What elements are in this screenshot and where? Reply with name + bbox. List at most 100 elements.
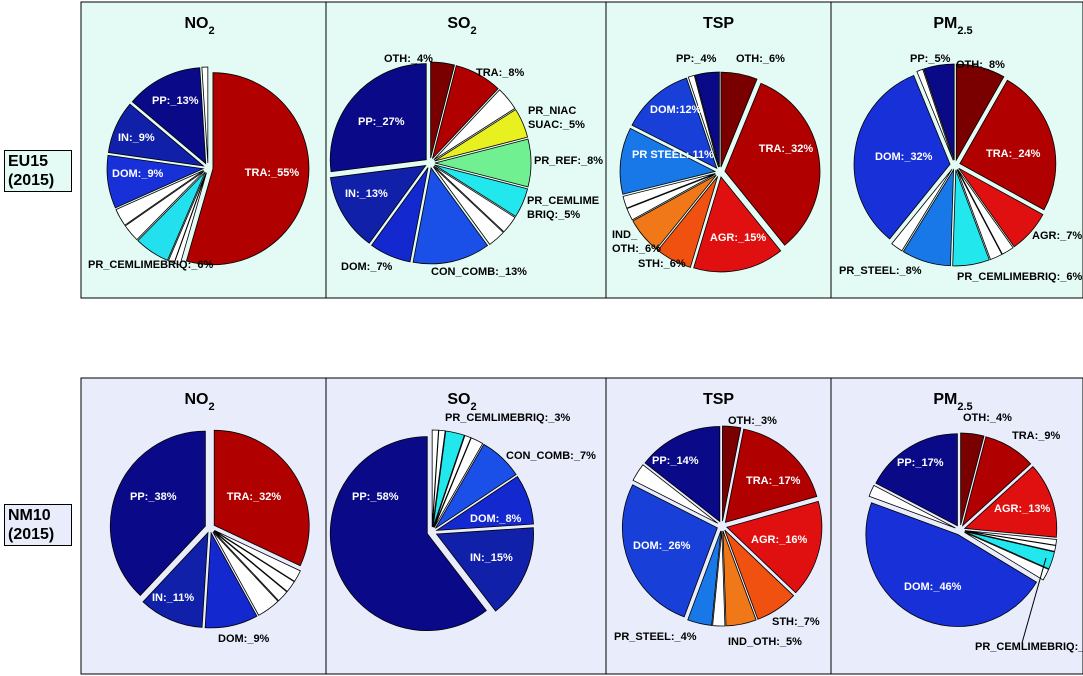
pie-slice xyxy=(432,429,446,528)
pie-slice-label: PP:_13% xyxy=(152,95,199,107)
pie-slice xyxy=(694,71,720,168)
pie-slice xyxy=(201,66,209,164)
pie-slice-label: IND_ OTH:_6% xyxy=(612,229,661,255)
pie-slice-label: PR_NIAC SUAC:_5% xyxy=(528,105,585,131)
pie-slice-label: AGR:_13% xyxy=(994,503,1050,515)
pie-slice-label: PP:_14% xyxy=(652,455,699,467)
pie-slice-label: TRA:_32% xyxy=(759,143,814,155)
pie-slice xyxy=(957,169,1014,255)
pie-slice xyxy=(964,531,1050,581)
pie-slice-label: DOM:_8% xyxy=(470,513,522,525)
pie-slice xyxy=(433,165,516,233)
row-label-region: EU15 xyxy=(8,153,49,170)
row-label-year: (2015) xyxy=(8,526,55,543)
pie-slice xyxy=(124,170,205,241)
pie-slice xyxy=(329,436,487,631)
pie-slice xyxy=(726,500,823,594)
pie-slice xyxy=(434,109,529,162)
pie-slice xyxy=(412,166,489,265)
row-label-eu15: EU15 (2015) xyxy=(4,150,72,192)
pie-slice-label: DOM:_9% xyxy=(112,168,164,180)
pie-slice xyxy=(435,527,534,612)
pie-slice-label: TRA:_55% xyxy=(245,167,300,179)
pie-slice xyxy=(142,531,209,628)
row-label-nm10: NM10 (2015) xyxy=(4,504,72,546)
pie-slice xyxy=(955,63,1005,162)
pie-slice-label: IND_OTH:_5% xyxy=(728,636,802,648)
chart-title: NO2 xyxy=(184,391,214,413)
chart-title: TSP xyxy=(703,15,734,32)
pie-slice-label: AGR:_16% xyxy=(751,534,807,546)
pie-slice-label: DOM:_9% xyxy=(218,633,270,645)
pie xyxy=(329,61,532,265)
pie-slice xyxy=(865,502,1038,627)
pie-slice xyxy=(693,176,782,273)
pie-slice-label: OTH:_4% xyxy=(384,53,433,65)
pie-slice-label: PP:_27% xyxy=(358,116,405,128)
chart-title: NO2 xyxy=(184,15,214,37)
pie-slice xyxy=(213,429,310,567)
pie-slice xyxy=(687,530,722,626)
pie-slice xyxy=(622,484,718,618)
pie-slice-label: OTH:_3% xyxy=(728,415,777,427)
leader-line xyxy=(1021,557,1047,644)
pie-slice xyxy=(853,74,951,240)
pie-slice xyxy=(329,63,427,173)
pie-slice-label: PR_REF:_8% xyxy=(534,155,603,167)
pie-slice-label: PR_CEMLIMEBRIQ:_3% xyxy=(975,641,1083,653)
pie-slice-label: TRA:_32% xyxy=(227,491,282,503)
pie-slice-label: PR_STEEL:_8% xyxy=(839,265,922,277)
pie-slice xyxy=(712,530,726,627)
pie-slice-label: CON_COMB:_7% xyxy=(506,450,596,462)
pie-slice xyxy=(435,475,534,531)
pie-slice xyxy=(687,74,719,168)
pie xyxy=(619,71,821,273)
pie-slice-label: DOM:_32% xyxy=(875,151,933,163)
pie-slice-label: OTH:_4% xyxy=(963,412,1012,424)
pie xyxy=(106,66,310,266)
pie-slice xyxy=(131,67,207,165)
pie-slice xyxy=(657,176,719,268)
pie xyxy=(329,429,534,631)
pie-slice-label: STH:_7% xyxy=(772,616,820,628)
pie-slice xyxy=(868,484,956,529)
pie-slice-label: DOM:12% xyxy=(650,104,702,116)
pie-slice xyxy=(619,127,717,195)
pie-slice xyxy=(433,434,472,528)
pie-slice-label: PP:_4% xyxy=(676,53,717,65)
pie-slice xyxy=(724,82,821,246)
pie-slice xyxy=(434,164,529,217)
pie xyxy=(865,432,1058,627)
pie-slice xyxy=(107,103,205,167)
pie-slice-label: IN:_11% xyxy=(152,592,194,604)
pie-slice xyxy=(959,79,1057,211)
pie-slice-label: PR_CEMLIMEBRIQ:_3% xyxy=(445,412,571,424)
pie-slice xyxy=(214,530,301,582)
pie-slice xyxy=(435,443,517,529)
pie-slice xyxy=(106,154,205,209)
pie-slice-label: AGR:_7% xyxy=(1032,230,1082,242)
pie-slice-label: PR_CEMLIMEBRIQ:_6% xyxy=(88,259,214,271)
pie-slice xyxy=(185,72,310,266)
pie-slice xyxy=(644,426,721,523)
pie-slice xyxy=(213,530,295,593)
pie-slice xyxy=(432,166,504,245)
pie-slice xyxy=(891,168,953,252)
pie-slice xyxy=(204,531,258,629)
chart-title: SO2 xyxy=(447,391,476,413)
row-label-year: (2015) xyxy=(8,172,55,189)
chart-title: SO2 xyxy=(447,15,476,37)
pie-slice xyxy=(110,430,206,596)
pie-slice xyxy=(430,61,455,159)
pie-slice-label: DOM:_46% xyxy=(904,581,962,593)
pie xyxy=(110,429,310,629)
pie-slice-label: PR STEEL: 11% xyxy=(632,149,714,161)
pie-slice-label: PP:_38% xyxy=(130,491,177,503)
pie-slice xyxy=(916,68,954,161)
pie-slice-label: PR_CEMLIMEBRIQ:_6% xyxy=(957,271,1083,283)
pie-slice xyxy=(720,71,758,168)
pie-slice-label: TRA:_9% xyxy=(1012,430,1061,442)
pie-slice xyxy=(875,433,958,527)
pie-slice xyxy=(961,436,1032,527)
pie-slice xyxy=(212,531,279,616)
